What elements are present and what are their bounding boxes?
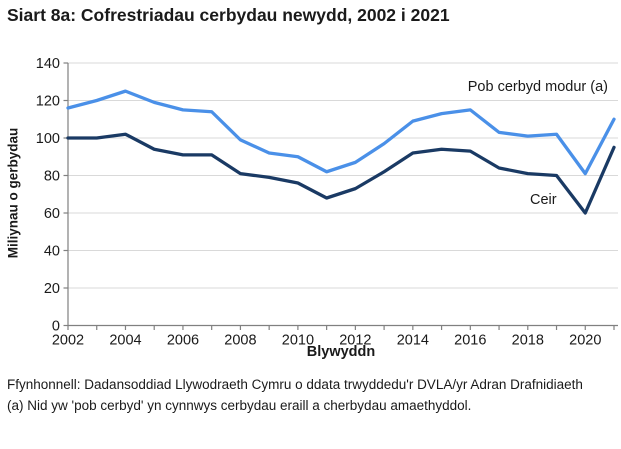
- y-tick-label: 40: [44, 244, 60, 260]
- y-tick-label: 100: [36, 131, 60, 147]
- chart-title: Siart 8a: Cofrestriadau cerbydau newydd,…: [7, 5, 450, 25]
- x-axis-label: Blywyddn: [306, 344, 376, 360]
- series-line-ceir: [66, 132, 616, 215]
- chart-footer: Ffynhonnell: Dadansoddiad Llywodraeth Cy…: [7, 374, 607, 416]
- footnote-a: (a) Nid yw 'pob cerbyd' yn cynnwys cerby…: [7, 398, 472, 413]
- series-label-ceir: Ceir: [530, 192, 557, 208]
- x-tick-label: 2012: [339, 333, 371, 349]
- x-tick-label: 2008: [224, 333, 256, 349]
- source-note: Ffynhonnell: Dadansoddiad Llywodraeth Cy…: [7, 377, 583, 392]
- y-tick-label: 60: [44, 206, 60, 222]
- y-tick-label: 80: [44, 169, 60, 185]
- series-line-pob-cerbyd-modur-a: [66, 89, 616, 176]
- x-tick-label: 2004: [109, 333, 141, 349]
- x-tick-label: 2010: [282, 333, 314, 349]
- series-label-pob-cerbyd-modur: Pob cerbyd modur (a): [467, 79, 608, 95]
- x-tick-label: 2016: [454, 333, 486, 349]
- line-chart: 0 20 40 60 80 100 120 140 2002 2004 2006 2008 2010 20…: [36, 56, 618, 349]
- y-tick-label: 20: [44, 281, 60, 297]
- y-tick-label: 120: [36, 94, 60, 110]
- y-tick-label: 140: [36, 56, 60, 72]
- x-tick-label: 2018: [512, 333, 544, 349]
- x-tick-label: 2002: [52, 333, 84, 349]
- x-tick-label: 2006: [167, 333, 199, 349]
- y-tick-label: 0: [52, 319, 60, 335]
- x-tick-label: 2014: [397, 333, 429, 349]
- x-tick-label: 2020: [569, 333, 601, 349]
